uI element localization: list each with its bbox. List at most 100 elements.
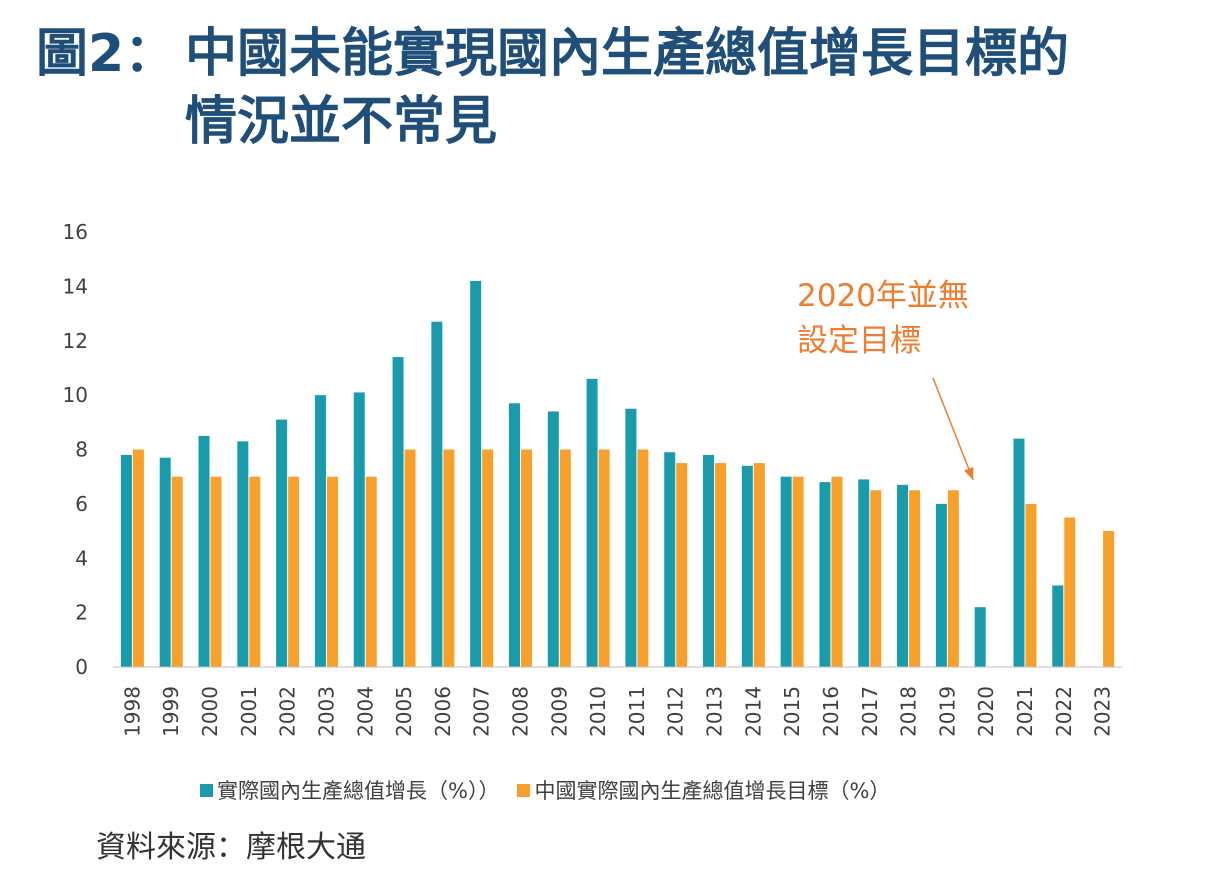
- bar-target-2002: [288, 476, 300, 667]
- y-tick-label: 2: [75, 601, 88, 625]
- bar-actual-2014: [741, 465, 753, 667]
- annotation-text-line: 2020年並無: [797, 278, 969, 314]
- x-tick-label: 2004: [353, 686, 377, 737]
- bar-actual-2013: [703, 454, 715, 667]
- chart-legend: 實際國內生產總值增長（%）） 中國實際國內生產總值增長目標（%）: [200, 775, 908, 805]
- x-tick-label: 2001: [237, 686, 261, 737]
- legend-item-target: 中國實際國內生產總值增長目標（%）: [517, 775, 890, 805]
- y-tick-label: 6: [75, 492, 88, 516]
- x-tick-label: 2021: [1013, 686, 1037, 737]
- bar-actual-2020: [974, 607, 986, 667]
- legend-label-actual: 實際國內生產總值增長（%））: [217, 779, 500, 803]
- x-tick-label: 2023: [1091, 686, 1115, 737]
- x-tick-label: 2020: [974, 686, 998, 737]
- x-tick-label: 2010: [586, 686, 610, 737]
- bar-target-2004: [365, 476, 377, 667]
- x-tick-label: 1998: [120, 686, 144, 737]
- bar-actual-2017: [858, 479, 870, 667]
- bar-actual-2004: [353, 392, 365, 667]
- x-tick-label: 2012: [664, 686, 688, 737]
- legend-label-target: 中國實際國內生產總值增長目標（%）: [534, 779, 891, 803]
- bar-chart: 0 2 4 6 8 10 12 14 16 1998 1999 2000 2001 2002 2003 200…: [63, 220, 1122, 737]
- x-tick-label: 2009: [547, 686, 571, 737]
- x-tick-label: 2019: [935, 686, 959, 737]
- chart-title-line-1: 中國未能實現國內生產總值增長目標的: [185, 24, 1070, 84]
- bar-target-2021: [1025, 503, 1037, 667]
- bar-target-2003: [326, 476, 338, 667]
- y-tick-label: 8: [75, 438, 88, 462]
- bar-target-2001: [249, 476, 261, 667]
- bar-target-2005: [404, 449, 416, 667]
- annotation-arrow-line: [932, 377, 974, 481]
- bar-actual-1999: [159, 457, 171, 667]
- bar-actual-2022: [1052, 585, 1064, 667]
- bar-target-2018: [909, 490, 921, 667]
- chart-title-line-2: 情況並不常見: [185, 92, 498, 152]
- bar-target-2006: [443, 449, 455, 667]
- x-tick-label: 2000: [198, 686, 222, 737]
- x-tick-label: 2006: [431, 686, 455, 737]
- legend-swatch-target: [517, 783, 531, 797]
- bar-target-2000: [210, 476, 222, 667]
- x-tick-label: 2022: [1052, 686, 1076, 737]
- x-tick-label: 2003: [314, 686, 338, 737]
- annotation-arrowhead: [964, 467, 974, 480]
- bar-target-2014: [753, 463, 765, 667]
- bar-actual-2021: [1013, 438, 1025, 667]
- x-tick-label: 2002: [276, 686, 300, 737]
- bar-target-2013: [715, 463, 727, 667]
- bar-target-2012: [676, 463, 688, 667]
- bar-actual-2006: [431, 321, 443, 667]
- y-tick-label: 14: [63, 274, 88, 298]
- x-tick-label: 2015: [780, 686, 804, 737]
- x-tick-label: 2008: [508, 686, 532, 737]
- x-tick-label: 2014: [741, 686, 765, 737]
- bar-actual-2016: [819, 482, 831, 667]
- y-tick-label: 4: [75, 546, 88, 570]
- x-tick-label: 2007: [470, 686, 494, 737]
- bar-actual-2002: [276, 419, 288, 667]
- bar-actual-2015: [780, 476, 792, 667]
- bar-actual-2007: [470, 280, 482, 667]
- x-tick-label: 1999: [159, 686, 183, 737]
- x-tick-label: 2013: [703, 686, 727, 737]
- bar-actual-2018: [897, 484, 909, 667]
- legend-item-actual: 實際國內生產總值增長（%））: [200, 775, 499, 805]
- bar-actual-2001: [237, 441, 249, 667]
- bar-actual-2000: [198, 435, 210, 667]
- x-tick-label: 2018: [897, 686, 921, 737]
- bar-actual-1998: [120, 454, 132, 667]
- bar-target-2019: [947, 490, 959, 667]
- bar-actual-2005: [392, 357, 404, 667]
- x-tick-label: 2017: [858, 686, 882, 737]
- x-tick-label: 2016: [819, 686, 843, 737]
- bar-target-2007: [482, 449, 494, 667]
- x-tick-label: 2005: [392, 686, 416, 737]
- bar-target-1999: [171, 476, 183, 667]
- bar-actual-2010: [586, 378, 598, 667]
- bar-target-2023: [1103, 531, 1115, 667]
- x-tick-label: 2011: [625, 686, 649, 737]
- bar-target-2022: [1064, 517, 1076, 667]
- bar-target-1998: [132, 449, 144, 667]
- y-tick-label: 16: [63, 220, 88, 244]
- y-tick-label: 0: [75, 655, 88, 679]
- annotation-text-line: 設定目標: [797, 323, 921, 359]
- bar-actual-2009: [547, 411, 559, 667]
- y-tick-label: 12: [63, 329, 88, 353]
- legend-swatch-actual: [200, 783, 213, 797]
- bar-actual-2003: [314, 395, 326, 667]
- y-tick-label: 10: [63, 383, 88, 407]
- bar-target-2009: [559, 449, 571, 667]
- bar-actual-2012: [664, 452, 676, 667]
- bar-target-2016: [831, 476, 843, 667]
- bar-target-2011: [637, 449, 649, 667]
- bar-target-2017: [870, 490, 882, 667]
- source-note: 資料來源：摩根大通: [96, 830, 366, 865]
- bar-actual-2008: [508, 403, 520, 667]
- bar-actual-2019: [935, 503, 947, 667]
- chart-title-prefix: 圖2：: [36, 24, 177, 84]
- bar-actual-2011: [625, 408, 637, 667]
- bar-target-2008: [520, 449, 532, 667]
- bar-target-2015: [792, 476, 804, 667]
